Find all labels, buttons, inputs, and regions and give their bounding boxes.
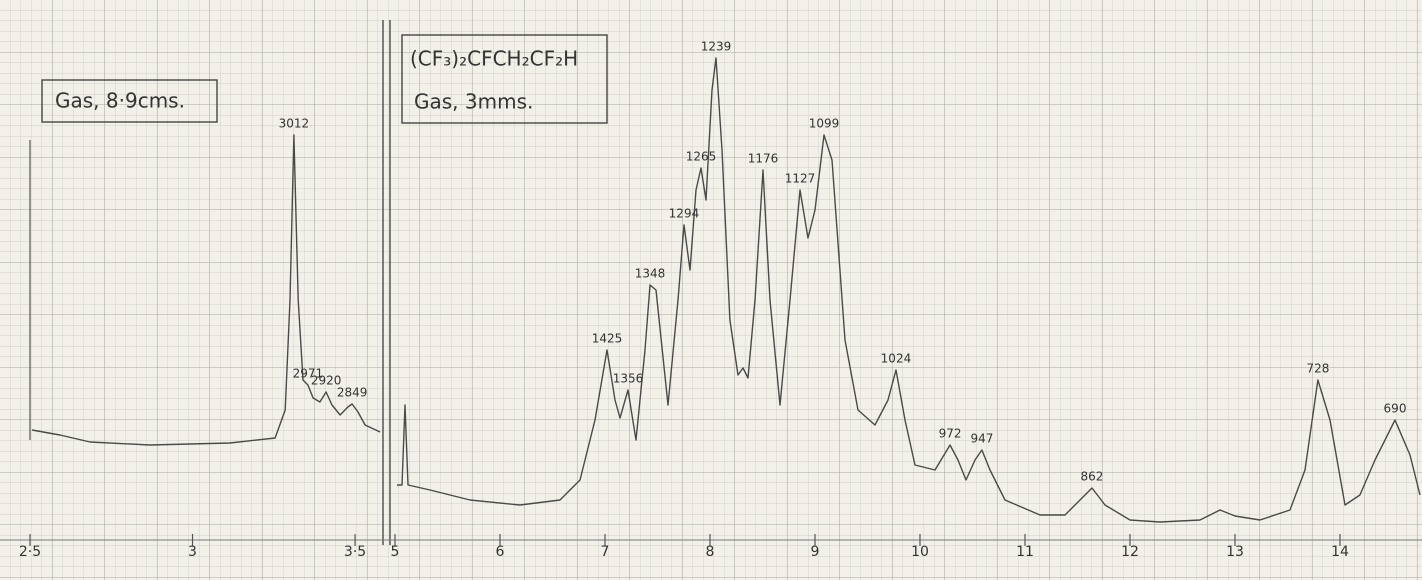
x-tick-label: 5 — [391, 544, 400, 560]
peak-label: 1024 — [881, 352, 912, 366]
peak-label: 2920 — [311, 374, 342, 388]
peak-label: 690 — [1384, 402, 1407, 416]
peak-label: 1239 — [701, 40, 732, 54]
chart-subtitle: Gas, 3mms. — [414, 90, 533, 114]
x-tick-label: 10 — [911, 544, 929, 560]
peak-label: 1348 — [635, 267, 666, 281]
x-tick-label: 13 — [1226, 544, 1244, 560]
peak-label: 1127 — [785, 172, 816, 186]
peak-label: 3012 — [279, 117, 310, 131]
label-box — [41, 79, 218, 123]
chart-title: Gas, 8·9cms. — [55, 89, 185, 113]
peak-label: 728 — [1306, 362, 1329, 376]
peak-label: 1176 — [748, 152, 779, 166]
peak-label: 1265 — [686, 150, 717, 164]
label-box — [401, 34, 608, 124]
spectrum-line — [397, 57, 1421, 523]
x-tick-label: 12 — [1121, 544, 1139, 560]
x-tick-label: 7 — [601, 544, 610, 560]
spectrum-line — [31, 134, 381, 446]
peak-label: 1294 — [669, 207, 700, 221]
chart-title: (CF₃)₂CFCH₂CF₂H — [410, 47, 578, 71]
peak-label: 2971 — [293, 367, 324, 381]
x-tick-label: 6 — [496, 544, 505, 560]
x-tick-label: 11 — [1016, 544, 1034, 560]
x-tick-label: 8 — [706, 544, 715, 560]
x-tick-label: 3 — [188, 544, 197, 560]
peak-label: 1099 — [809, 117, 840, 131]
x-tick-label: 3·5 — [344, 544, 366, 560]
peak-label: 1425 — [592, 332, 623, 346]
x-tick-label: 9 — [811, 544, 820, 560]
peak-label: 972 — [939, 427, 962, 441]
x-tick-label: 14 — [1331, 544, 1349, 560]
peak-label: 947 — [970, 432, 993, 446]
peak-label: 862 — [1081, 470, 1104, 484]
x-tick-label: 2·5 — [19, 544, 41, 560]
peak-label: 2849 — [337, 386, 368, 400]
peak-label: 1356 — [613, 372, 644, 386]
